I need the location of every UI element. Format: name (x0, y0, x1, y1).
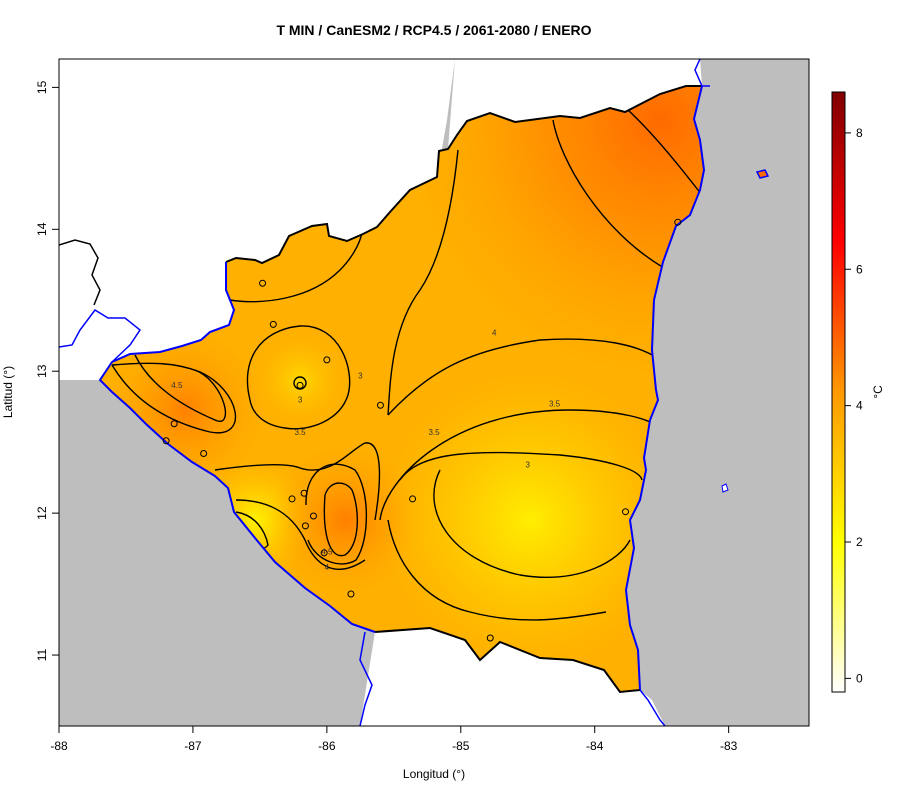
neighbor-country-south (360, 628, 665, 726)
x-tick-label: -86 (318, 739, 336, 753)
coastlines (59, 59, 770, 726)
colorbar-tick-label: 4 (856, 399, 863, 413)
y-axis-label: Latitud (°) (1, 366, 15, 418)
station-marker (674, 218, 682, 226)
station-marker (309, 512, 317, 520)
station-marker (170, 420, 178, 428)
station-marker (323, 356, 331, 364)
x-tick-label: -83 (720, 739, 738, 753)
station-marker (288, 495, 296, 503)
contour-label: 3 (358, 371, 363, 380)
colorbar-tick-label: 0 (856, 671, 863, 685)
station-marker (259, 279, 267, 287)
gulf-fonseca-coast (59, 309, 142, 363)
contour-label: 3.5 (549, 400, 561, 409)
coast-south-east (639, 689, 666, 726)
x-axis-label: Longitud (°) (403, 767, 465, 781)
colorbar-tick-label: 8 (856, 126, 863, 140)
border-west (59, 239, 101, 306)
station-marker (200, 450, 208, 458)
plot-area (59, 59, 809, 726)
colorbar-tick-label: 6 (856, 262, 863, 276)
plot-frame (58, 58, 810, 727)
neighbor-country-north (59, 59, 455, 380)
contour-label: 4.5 (171, 381, 183, 390)
contour-label: 3.5 (295, 428, 307, 437)
coast-north-cape (694, 59, 710, 87)
contour-label: 3.5 (428, 428, 440, 437)
colorbar-tick-label: 2 (856, 535, 863, 549)
contour-label: 3 (298, 395, 303, 404)
y-tick-label: 15 (35, 80, 49, 94)
x-tick-label: -88 (50, 739, 68, 753)
colorbar: 0 2 4 6 8 °C (831, 91, 885, 693)
station-marker (162, 437, 170, 445)
colorbar-ticks: 0 2 4 6 8 (845, 126, 863, 685)
island-corn (721, 483, 729, 493)
x-tick-label: -84 (586, 739, 604, 753)
y-tick-label: 11 (35, 648, 49, 661)
y-axis: 11 12 13 14 15 (35, 80, 59, 661)
station-marker (269, 320, 277, 328)
coast-costa-rica (359, 631, 373, 726)
pacific-coast (98, 262, 376, 633)
colorbar-label: °C (871, 385, 885, 399)
contour-labels: 3 3.5 4 3.5 3 3.5 3 4.5 4.5 4 (171, 329, 560, 572)
station-marker (409, 495, 417, 503)
y-tick-label: 12 (35, 506, 49, 520)
neighbor-country-northeast (448, 59, 702, 149)
island-cayo (755, 169, 770, 179)
caribbean-coast (624, 85, 706, 691)
contour-label: 4 (325, 563, 330, 572)
station-marker (622, 508, 630, 516)
y-tick-label: 13 (35, 364, 49, 378)
station-marker (347, 590, 355, 598)
colorbar-gradient (831, 91, 846, 693)
contour-label: 4.5 (321, 547, 333, 556)
x-tick-label: -87 (184, 739, 202, 753)
chart-title: T MIN / CanESM2 / RCP4.5 / 2061-2080 / E… (276, 22, 591, 38)
y-tick-label: 14 (35, 222, 49, 236)
x-tick-label: -85 (452, 739, 470, 753)
x-axis: -88 -87 -86 -85 -84 -83 (50, 726, 738, 753)
station-marker (320, 549, 328, 557)
contour-lines (111, 109, 703, 621)
border-north (225, 85, 702, 265)
station-marker (376, 401, 384, 409)
station-marker (486, 634, 494, 642)
station-marker (296, 381, 304, 389)
contour-label: 3 (526, 461, 531, 470)
station-marker (301, 522, 309, 530)
station-marker (300, 489, 308, 497)
border-south (374, 626, 641, 694)
stations (162, 218, 682, 642)
contour-label: 4 (492, 329, 497, 338)
